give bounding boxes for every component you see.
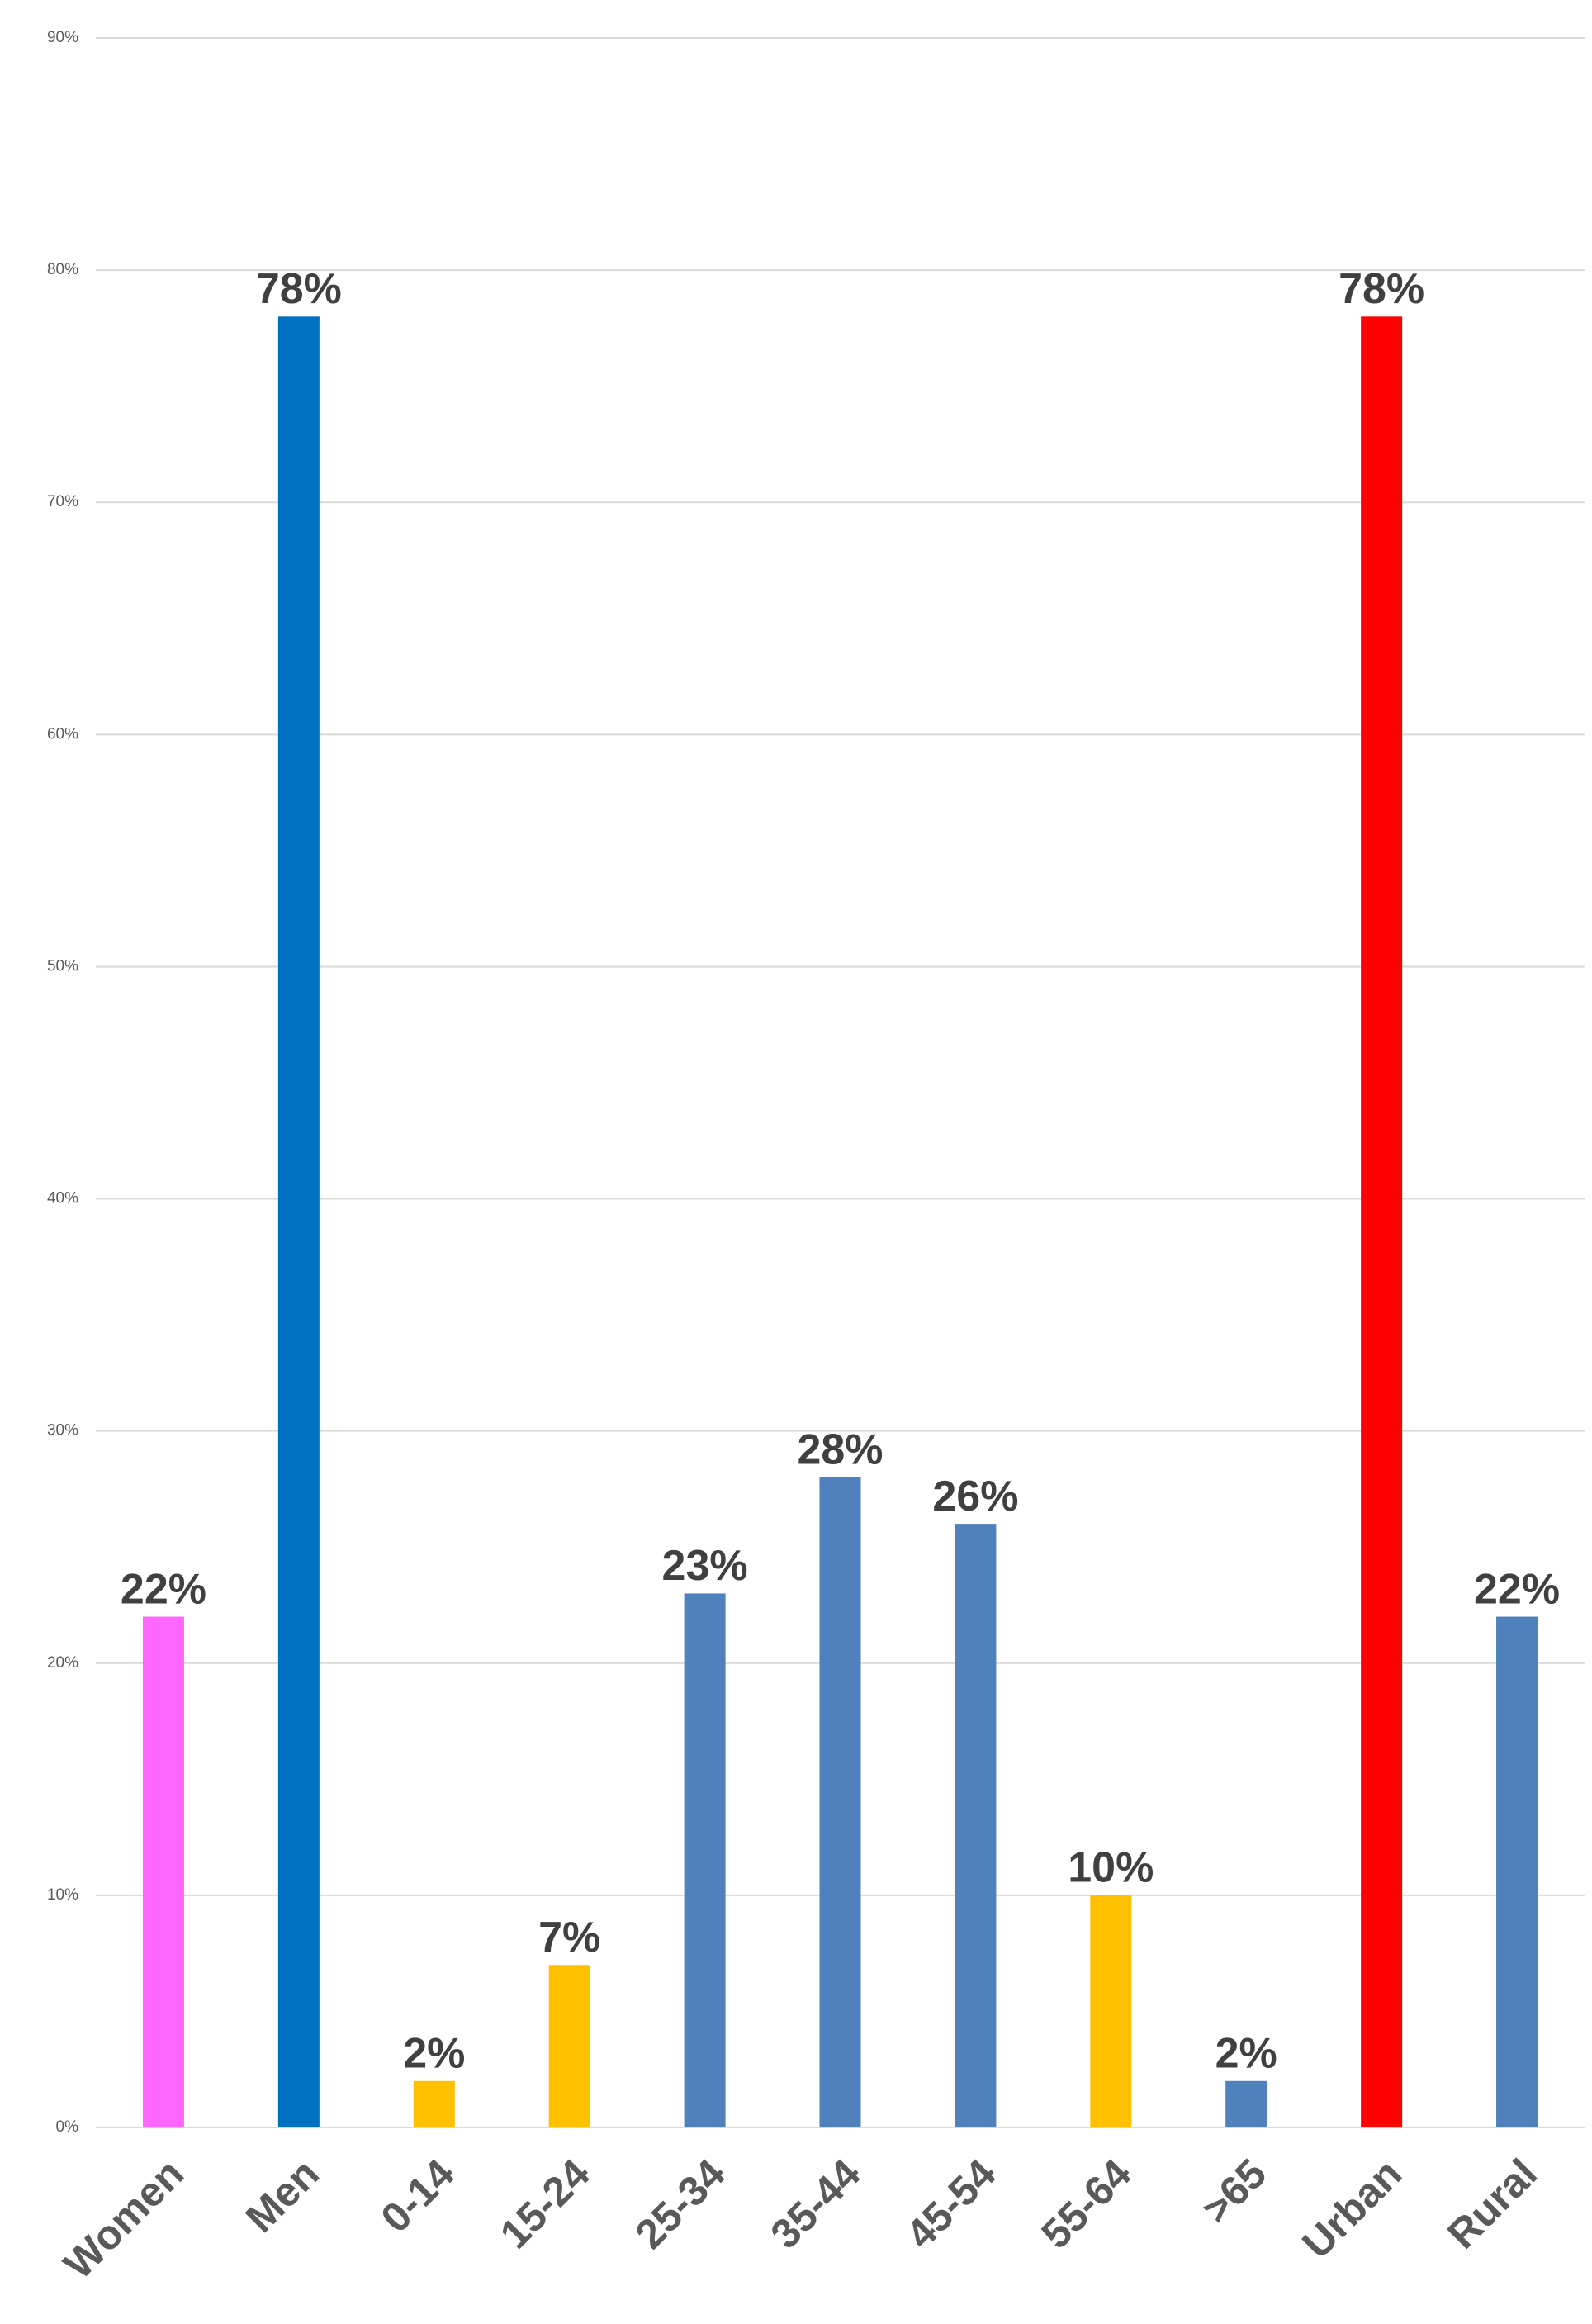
x-tick-label: 35-44 (762, 2150, 869, 2257)
y-tick-label: 70% (47, 493, 78, 510)
y-tick-label: 20% (47, 1654, 78, 1672)
x-tick-label: >65 (1193, 2151, 1276, 2233)
bar (1090, 1895, 1131, 2127)
value-label: 10% (1068, 1844, 1154, 1892)
x-tick-label: 55-64 (1032, 2150, 1140, 2257)
y-tick-label: 0% (56, 2118, 79, 2136)
x-tick-label: 25-34 (627, 2150, 734, 2257)
value-label: 22% (1474, 1565, 1560, 1613)
y-tick-label: 90% (47, 29, 78, 46)
bar (1496, 1617, 1538, 2127)
x-tick-label: Men (237, 2151, 328, 2241)
x-tick-label: Women (54, 2151, 192, 2288)
y-tick-label: 80% (47, 261, 78, 278)
value-label: 26% (932, 1473, 1018, 1520)
x-tick-label: Rural (1438, 2151, 1546, 2258)
bar (1361, 316, 1402, 2127)
x-tick-label: 0-14 (372, 2150, 463, 2241)
value-label: 22% (121, 1565, 206, 1613)
y-tick-label: 30% (47, 1422, 78, 1439)
y-tick-label: 10% (47, 1886, 78, 1904)
bar (143, 1617, 184, 2127)
bar (820, 1477, 861, 2127)
value-label: 2% (1215, 2030, 1277, 2078)
value-label: 28% (797, 1426, 883, 1474)
chart: 0% 10% 20% 30% 40% 50% 60% 70% 80% 90% Women 22% Men… (0, 0, 1592, 2324)
bar (549, 1965, 590, 2127)
x-tick-label: Urban (1293, 2151, 1410, 2268)
value-label: 2% (403, 2030, 465, 2078)
value-label: 23% (662, 1542, 748, 1590)
x-tick-label: 15-24 (491, 2150, 599, 2257)
value-label: 78% (256, 265, 342, 313)
bar (1225, 2081, 1267, 2127)
y-tick-label: 50% (47, 957, 78, 975)
bar (414, 2081, 455, 2127)
bar (685, 1593, 726, 2127)
y-tick-label: 40% (47, 1190, 78, 1207)
value-label: 78% (1339, 265, 1424, 313)
bar (278, 316, 320, 2127)
y-tick-label: 60% (47, 725, 78, 742)
bar (955, 1524, 996, 2127)
value-label: 7% (538, 1914, 600, 1961)
x-tick-label: 45-54 (897, 2150, 1004, 2257)
